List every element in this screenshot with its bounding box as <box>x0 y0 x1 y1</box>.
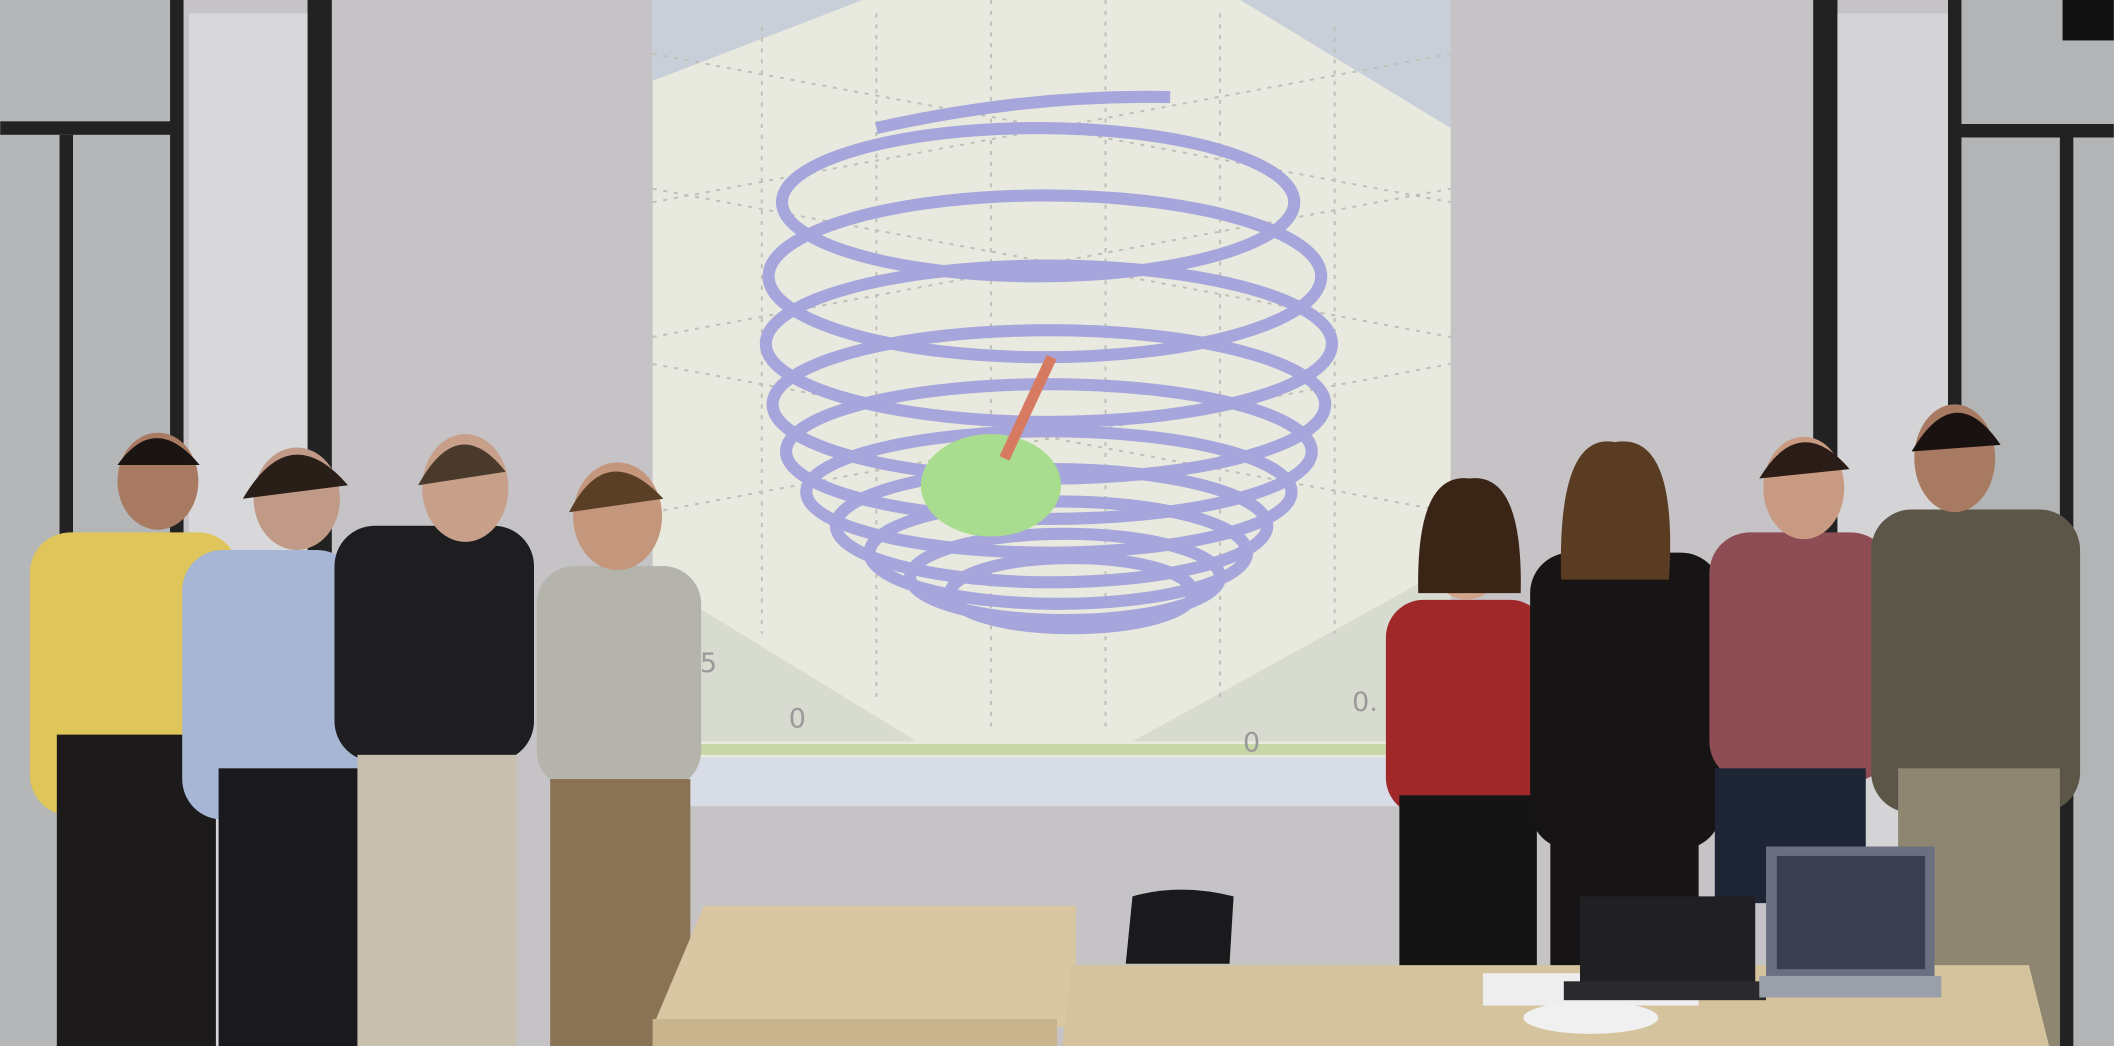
plot-shade <box>652 0 863 81</box>
laptop-lid <box>1776 855 1926 970</box>
tick-label: 0 <box>789 703 806 734</box>
scrollbar <box>652 744 1451 755</box>
person <box>536 462 702 1046</box>
table-edge <box>652 1019 1057 1046</box>
frame <box>1961 124 2114 138</box>
plot-shade <box>1240 0 1451 129</box>
laptop-base <box>1759 975 1942 998</box>
table <box>652 905 1076 1028</box>
red-stick <box>999 354 1057 461</box>
status-bar <box>652 757 1451 807</box>
speaker <box>2062 0 2114 41</box>
green-object <box>920 434 1062 537</box>
person <box>182 447 365 1046</box>
person <box>1385 478 1548 971</box>
laptop <box>1580 896 1756 994</box>
plate <box>1523 1001 1659 1034</box>
person <box>1530 441 1722 971</box>
tick-label: 0. <box>1352 687 1378 718</box>
tick-label: 0 <box>1243 728 1260 759</box>
person <box>334 434 534 1046</box>
spiral <box>759 90 1339 635</box>
plot-shade <box>652 579 917 742</box>
laptop-base <box>1563 981 1767 1001</box>
frame <box>0 121 176 135</box>
chair <box>1125 889 1234 964</box>
